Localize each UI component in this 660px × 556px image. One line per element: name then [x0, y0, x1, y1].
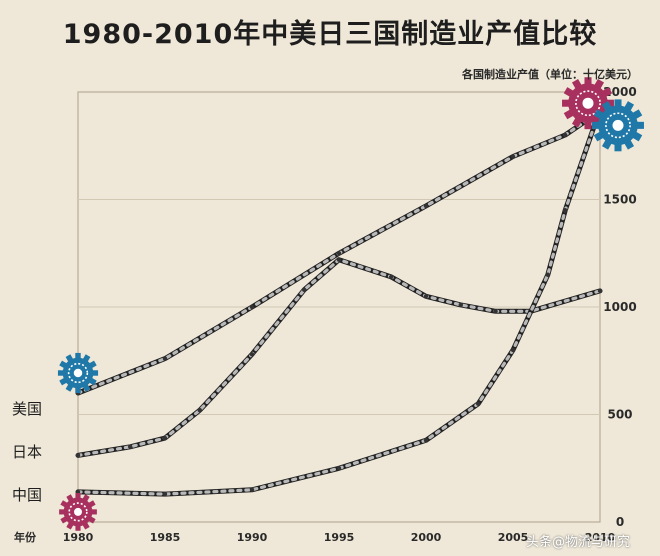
data-point [493, 309, 498, 314]
data-point [510, 347, 516, 353]
gear-icon [59, 493, 97, 531]
data-point [423, 203, 429, 209]
series-chain-2 [76, 107, 602, 496]
data-point [197, 408, 202, 413]
data-point [336, 251, 342, 256]
series-line-2 [75, 106, 603, 497]
watermark: 头条@物流与研究 [525, 535, 630, 550]
x-tick-label: 1990 [237, 531, 268, 544]
data-point [563, 132, 568, 138]
legend-china: 中国 [12, 486, 43, 504]
data-point [423, 438, 429, 443]
unit-label: 各国制造业产值（单位：十亿美元） [462, 68, 638, 81]
x-tick-label: 2010 [585, 531, 616, 544]
data-point [389, 274, 394, 280]
data-point [336, 466, 342, 471]
gear-icon [592, 99, 644, 152]
data-point [423, 294, 429, 299]
x-tick-label: 2005 [498, 531, 529, 544]
series-line-1 [75, 257, 603, 458]
data-point [458, 302, 463, 308]
data-point [545, 272, 550, 277]
data-point [563, 208, 568, 213]
y-tick-label: 0 [616, 515, 624, 529]
legend-usa: 美国 [12, 400, 43, 418]
data-point [249, 352, 255, 357]
data-point [476, 401, 481, 406]
data-point [510, 154, 516, 159]
data-point [128, 444, 133, 449]
data-point [162, 435, 168, 441]
data-point [597, 288, 603, 294]
x-tick-label: 1980 [63, 531, 94, 544]
y-tick-label: 1500 [603, 193, 636, 207]
data-point [162, 356, 168, 361]
series-chain-0 [76, 109, 602, 395]
page-title: 1980-2010年中美日三国制造业产值比较 [62, 19, 598, 50]
x-axis-label: 年份 [14, 530, 37, 544]
data-point [75, 489, 81, 495]
series-chain-1 [76, 258, 602, 457]
gear-icon [57, 352, 99, 394]
y-tick-label: 2000 [603, 85, 636, 99]
data-point [249, 304, 255, 310]
data-point [302, 287, 307, 292]
x-tick-label: 2000 [411, 531, 442, 544]
x-tick-label: 1995 [324, 531, 355, 544]
y-tick-label: 500 [607, 408, 632, 422]
legend-japan: 日本 [12, 443, 43, 461]
data-point [162, 491, 168, 497]
data-point [249, 487, 255, 492]
y-tick-label: 1000 [603, 300, 636, 314]
data-point [336, 257, 342, 262]
data-point [75, 453, 81, 458]
x-tick-label: 1985 [150, 531, 181, 544]
